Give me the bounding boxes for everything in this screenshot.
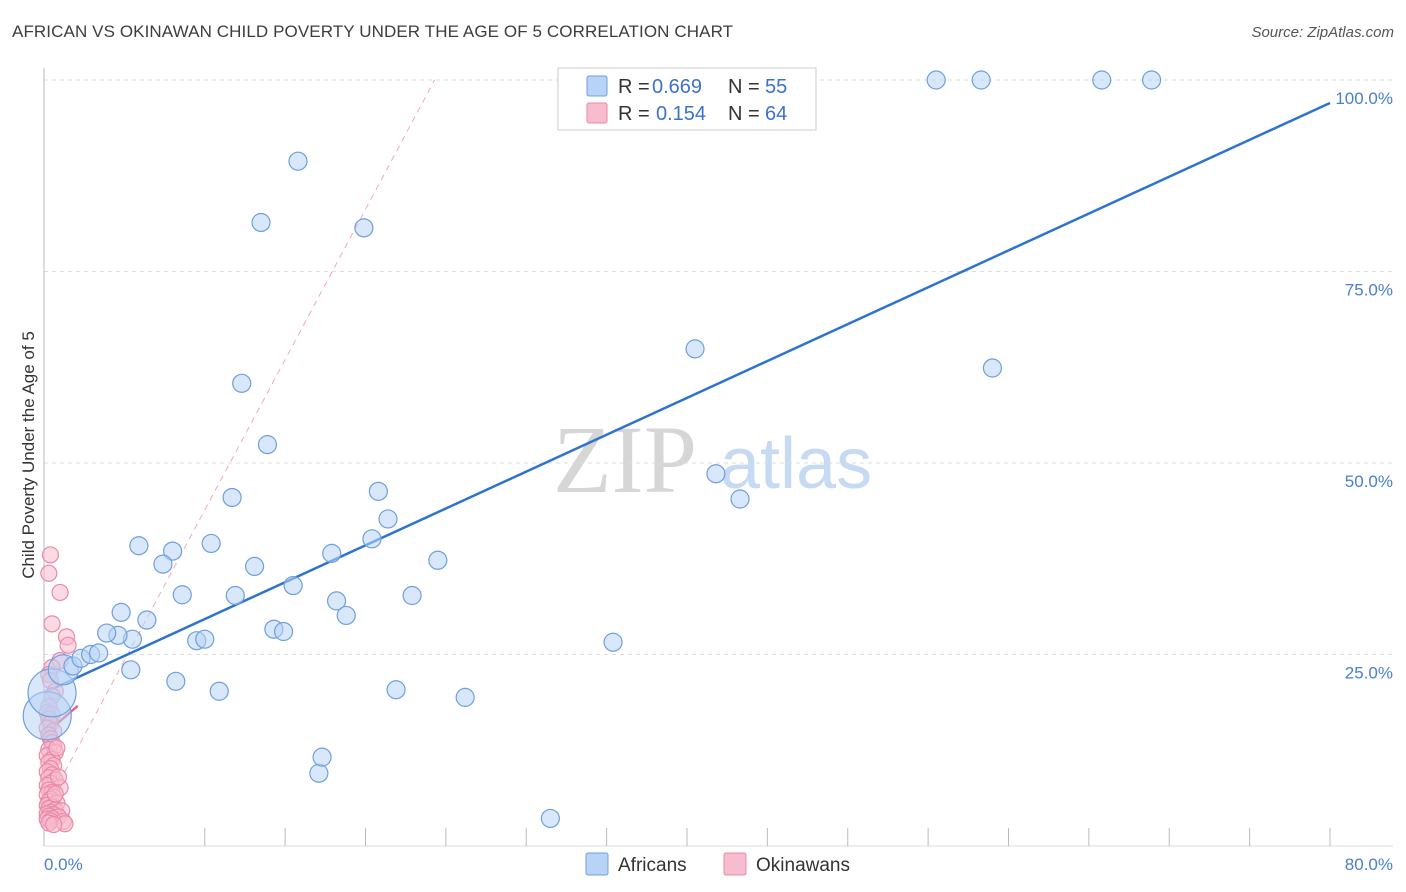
africans-point [362, 529, 382, 549]
okinawans-n-value: 64 [765, 103, 787, 125]
okinawans-trend-extension [43, 79, 436, 811]
africans-n-label: N = [728, 76, 760, 98]
africans-point [971, 70, 991, 90]
africans-legend-swatch [586, 75, 608, 97]
africans-point [283, 575, 303, 596]
x-tick-min: 0.0% [44, 855, 83, 874]
africans-point [121, 660, 141, 680]
africans-r-label: R = [618, 76, 650, 98]
africans-point [322, 543, 342, 563]
africans-point [232, 373, 252, 393]
africans-point [251, 212, 271, 233]
x-tick-max: 80.0% [1345, 855, 1393, 874]
okinawans-point [51, 583, 69, 602]
stats-legend: R = 0.669 N = 55 R = 0.154 N = 64 [557, 67, 817, 131]
okinawans-point [43, 615, 61, 633]
okinawans-r-value: 0.154 [656, 103, 706, 125]
y-axis-title: Child Poverty Under the Age of 5 [19, 331, 38, 579]
africans-r-value: 0.669 [652, 76, 702, 98]
africans-point [201, 533, 221, 554]
africans-point [137, 610, 157, 630]
africans-point [603, 632, 623, 652]
series-legend: Africans Okinawans [585, 852, 850, 876]
okinawans-series-swatch [723, 852, 747, 876]
source-label: Source: ZipAtlas.com [1251, 24, 1394, 41]
y-tick-labels: 25.0% 50.0% 75.0% 100.0% [1335, 89, 1393, 683]
africans-point [326, 591, 347, 611]
africans-point [378, 509, 398, 529]
africans-point [163, 541, 183, 561]
watermark: ZIP atlas [553, 406, 872, 513]
africans-point [428, 550, 448, 570]
africans-point [97, 623, 117, 643]
chart-title: AFRICAN VS OKINAWAN CHILD POVERTY UNDER … [12, 22, 734, 41]
africans-point [336, 605, 356, 626]
africans-point [166, 671, 186, 691]
watermark-atlas: atlas [720, 424, 872, 504]
africans-point [89, 643, 109, 663]
africans-point [706, 464, 726, 484]
watermark-zip: ZIP [553, 406, 697, 513]
okinawans-point [45, 815, 63, 834]
africans-point [312, 747, 332, 767]
africans-point [1092, 70, 1112, 90]
africans-point [129, 536, 149, 556]
africans-point [222, 487, 242, 508]
africans-point [209, 681, 229, 701]
y-tick-label: 25.0% [1345, 664, 1393, 683]
axis-layer [43, 68, 1393, 847]
africans-n-value: 55 [765, 76, 787, 98]
africans-point [354, 218, 374, 238]
okinawans-point [41, 546, 60, 564]
okinawans-point [49, 768, 68, 786]
okinawans-point [48, 739, 66, 757]
africans-point [540, 808, 560, 829]
africans-point [368, 481, 388, 501]
africans-points [22, 70, 1162, 829]
africans-series-label: Africans [618, 855, 687, 876]
africans-point [730, 489, 750, 509]
africans-point [685, 339, 705, 359]
africans-point [309, 763, 329, 783]
africans-point [111, 602, 131, 622]
africans-point [153, 554, 173, 574]
y-tick-label: 50.0% [1345, 472, 1393, 491]
okinawans-point [40, 564, 58, 582]
africans-point [1141, 70, 1162, 90]
okinawans-legend-swatch [586, 102, 608, 124]
africans-point [926, 70, 946, 90]
africans-point [257, 435, 278, 455]
africans-series-swatch [585, 852, 609, 876]
africans-point [386, 680, 406, 700]
y-tick-label: 100.0% [1335, 89, 1393, 108]
africans-point [455, 687, 475, 707]
okinawans-series-label: Okinawans [756, 855, 850, 876]
africans-point [273, 621, 294, 642]
okinawans-point [46, 785, 64, 803]
africans-trend-line [43, 101, 1331, 694]
africans-point [225, 585, 245, 606]
africans-point [288, 151, 308, 171]
africans-point [172, 585, 192, 605]
okinawans-point [59, 636, 77, 654]
y-tick-label: 75.0% [1345, 281, 1393, 300]
africans-point [402, 585, 422, 606]
okinawans-r-label: R = [618, 103, 650, 125]
africans-point [982, 358, 1003, 378]
okinawans-n-label: N = [728, 103, 760, 125]
africans-point [244, 556, 265, 577]
africans-point [195, 629, 215, 649]
